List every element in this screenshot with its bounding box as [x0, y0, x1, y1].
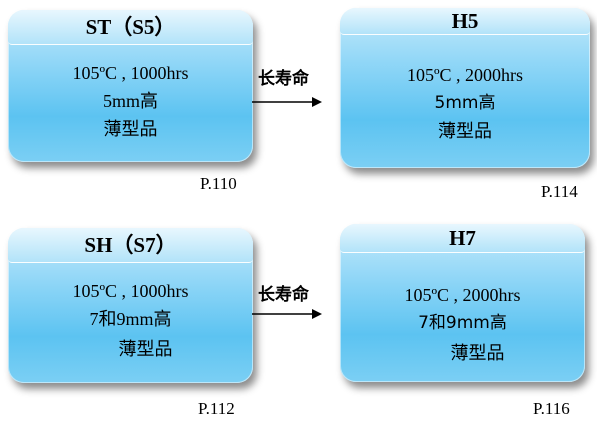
- box-spec-height: 7和9mm高: [418, 313, 507, 333]
- product-box-h5: H5 105ºC , 2000hrs 5mm高 薄型品: [340, 8, 590, 168]
- box-spec-temperature-life: 105ºC , 1000hrs: [72, 281, 189, 301]
- page-ref-h5: P.114: [541, 182, 578, 201]
- box-title: ST（S5）: [8, 10, 253, 45]
- product-box-sh-s7: SH（S7） 105ºC , 1000hrs 7和9mm高 薄型品: [8, 228, 253, 383]
- box-spec-temperature-life: 105ºC , 1000hrs: [72, 63, 189, 83]
- box-spec-height: 5mm高: [102, 91, 158, 111]
- box-spec-temperature-life: 105ºC , 2000hrs: [404, 285, 521, 305]
- page-ref-st: P.110: [200, 174, 237, 193]
- right-arrow-icon: [252, 309, 322, 319]
- box-spec-type: 薄型品: [450, 343, 505, 363]
- box-title: H5: [340, 8, 590, 35]
- box-title: SH（S7）: [8, 228, 253, 263]
- box-title: H7: [340, 224, 585, 253]
- right-arrow-icon: [252, 97, 322, 107]
- page-ref-sh: P.112: [198, 399, 235, 418]
- box-spec-height: 5mm高: [434, 93, 496, 113]
- page-ref-h7: P.116: [533, 399, 570, 418]
- product-box-h7: H7 105ºC , 2000hrs 7和9mm高 薄型品: [340, 224, 585, 382]
- box-spec-height: 7和9mm高: [89, 309, 172, 329]
- arrow-label-long-life: 长寿命: [258, 69, 309, 89]
- box-spec-type: 薄型品: [103, 119, 158, 139]
- product-box-st-s5: ST（S5） 105ºC , 1000hrs 5mm高 薄型品: [8, 10, 253, 162]
- box-spec-type: 薄型品: [438, 121, 492, 141]
- box-spec-type: 薄型品: [118, 339, 173, 359]
- box-spec-temperature-life: 105ºC , 2000hrs: [406, 65, 524, 85]
- arrow-label-long-life: 长寿命: [258, 285, 309, 305]
